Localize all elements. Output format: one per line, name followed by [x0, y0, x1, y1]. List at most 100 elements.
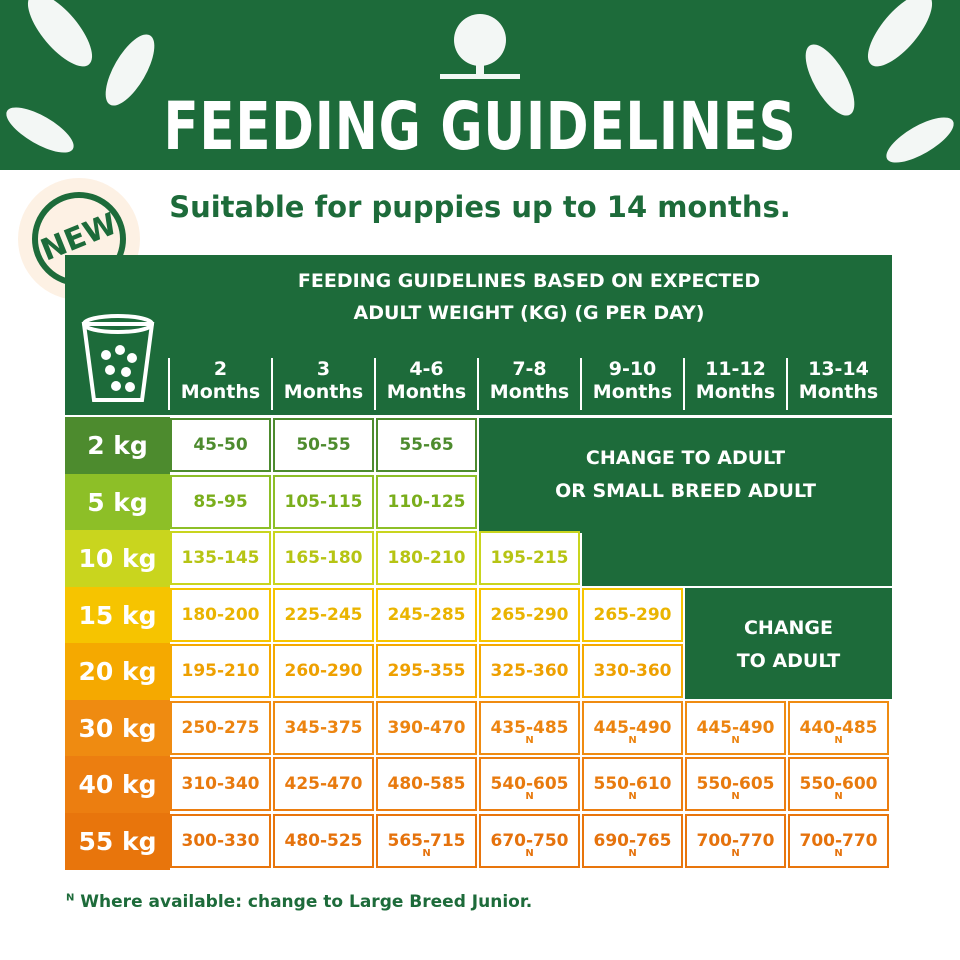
cell-value: 550-610	[593, 774, 672, 794]
cell: 265-290	[582, 587, 683, 642]
cell-value: 265-290	[490, 604, 569, 625]
footnote: N Where available: change to Large Breed…	[66, 892, 532, 912]
cell: 300-330	[170, 813, 271, 868]
cell: 135-145	[170, 531, 271, 585]
cell-value: 435-485	[490, 717, 569, 738]
column-header: 11-12 Months	[683, 358, 786, 410]
cell-value: 700-770	[696, 830, 775, 851]
weight-label: 20 kg	[65, 643, 170, 700]
cell-value: 195-210	[181, 661, 260, 681]
message-block: CHANGE TO ADULT	[685, 587, 892, 699]
cell: 260-290	[273, 644, 374, 698]
cell-value: 180-210	[387, 548, 466, 568]
cell: 445-490 N	[582, 700, 683, 755]
cell-note: N	[628, 734, 637, 746]
cell-value: 440-485	[799, 717, 878, 738]
cell: 165-180	[273, 531, 374, 585]
cell-note: N	[525, 734, 534, 746]
cell: 390-470	[376, 700, 477, 755]
column-header-line: 7-8	[512, 358, 547, 380]
column-header: 2 Months	[168, 358, 271, 410]
cell-value: 55-65	[399, 435, 454, 455]
weight-label: 40 kg	[65, 756, 170, 813]
column-header-line: 13-14	[808, 358, 869, 380]
cell-value: 540-605	[490, 774, 569, 794]
cell: 55-65	[376, 418, 477, 472]
footnote-mark: N	[66, 892, 75, 904]
cell-value: 425-470	[284, 774, 363, 794]
footnote-text: Where available: change to Large Breed J…	[80, 892, 533, 912]
cell-note: N	[731, 734, 740, 746]
cell: 105-115	[273, 474, 374, 529]
column-header-line: 9-10	[608, 358, 657, 380]
cell-note: N	[834, 791, 843, 802]
message-line: TO ADULT	[736, 649, 841, 672]
column-header: 13-14 Months	[786, 358, 889, 410]
cell: 480-525	[273, 813, 374, 868]
cell-value: 110-125	[387, 491, 466, 512]
column-header: 7-8 Months	[477, 358, 580, 410]
column-header: 3 Months	[271, 358, 374, 410]
cell-value: 195-215	[490, 548, 569, 568]
column-header-line: Months	[386, 381, 467, 403]
cell-value: 295-355	[387, 661, 466, 681]
cell: 250-275	[170, 700, 271, 755]
cell: 345-375	[273, 700, 374, 755]
cell-value: 445-490	[593, 717, 672, 738]
column-header-line: 3	[316, 358, 331, 380]
cell-value: 45-50	[193, 435, 248, 455]
column-header-line: Months	[283, 381, 364, 403]
cell: 435-485 N	[479, 700, 580, 755]
cell: 225-245	[273, 587, 374, 642]
cell-value: 690-765	[593, 830, 672, 851]
cell-value: 565-715	[387, 830, 466, 851]
cell-value: 445-490	[696, 717, 775, 738]
cell-value: 345-375	[284, 717, 363, 738]
subtitle: Suitable for puppies up to 14 months.	[169, 190, 791, 224]
cell-value: 550-600	[799, 774, 878, 794]
column-header-line: Months	[695, 381, 776, 403]
cell: 550-610 N	[582, 757, 683, 811]
column-header: 4-6 Months	[374, 358, 477, 410]
cell: 480-585	[376, 757, 477, 811]
message-block-ext	[582, 531, 892, 586]
cell-value: 245-285	[387, 604, 466, 625]
cell-value: 135-145	[181, 548, 260, 568]
cup-icon	[81, 314, 155, 402]
weight-label: 10 kg	[65, 530, 170, 587]
banner	[0, 0, 960, 170]
cell-note: N	[834, 734, 843, 746]
cell-value: 330-360	[593, 661, 672, 681]
weight-label: 30 kg	[65, 699, 170, 757]
cell: 195-210	[170, 644, 271, 698]
caption-line: ADULT WEIGHT (KG) (G PER DAY)	[353, 302, 705, 324]
cell: 445-490 N	[685, 700, 786, 755]
column-header-line: Months	[489, 381, 570, 403]
cell: 195-215	[479, 531, 580, 585]
cell: 85-95	[170, 474, 271, 529]
cell: 330-360	[582, 644, 683, 698]
column-header-line: Months	[798, 381, 879, 403]
cell: 700-770 N	[685, 813, 786, 868]
column-header-line: 4-6	[409, 358, 444, 380]
cell-note: N	[731, 791, 740, 802]
cell: 700-770 N	[788, 813, 889, 868]
cell-value: 50-55	[296, 435, 351, 455]
title: FEEDING GUIDELINES	[163, 88, 797, 165]
cell: 540-605 N	[479, 757, 580, 811]
cell: 565-715 N	[376, 813, 477, 868]
weight-label: 2 kg	[65, 417, 170, 474]
cell: 550-605 N	[685, 757, 786, 811]
cell-value: 260-290	[284, 661, 363, 681]
cell: 295-355	[376, 644, 477, 698]
cell-value: 670-750	[490, 830, 569, 851]
weight-label: 55 kg	[65, 812, 170, 870]
cell-value: 225-245	[284, 604, 363, 625]
cell: 670-750 N	[479, 813, 580, 868]
cell: 440-485 N	[788, 700, 889, 755]
cell: 310-340	[170, 757, 271, 811]
cell-value: 165-180	[284, 548, 363, 568]
cell: 550-600 N	[788, 757, 889, 811]
column-header-line: Months	[592, 381, 673, 403]
